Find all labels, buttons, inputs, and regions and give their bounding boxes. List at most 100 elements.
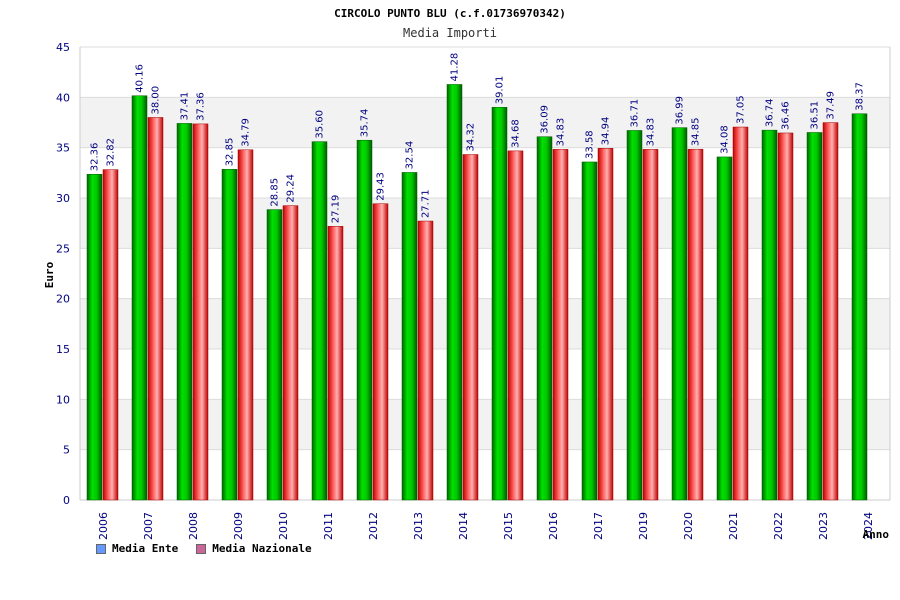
bar-media-nazionale-2019 bbox=[642, 149, 659, 501]
bar-media-nazionale-2022 bbox=[777, 132, 794, 501]
x-tick-label: 2009 bbox=[232, 512, 245, 540]
y-tick-label: 5 bbox=[63, 444, 70, 457]
bar-media-nazionale-2016 bbox=[552, 149, 569, 501]
value-label: 35.60 bbox=[315, 110, 326, 139]
value-label: 36.99 bbox=[675, 96, 686, 125]
x-tick-label: 2022 bbox=[772, 512, 785, 540]
bar-media-nazionale-2006 bbox=[102, 169, 119, 501]
legend-swatch-media-nazionale bbox=[196, 543, 207, 554]
value-label: 34.68 bbox=[511, 119, 522, 148]
bar-media-nazionale-2017 bbox=[597, 148, 614, 501]
x-tick-label: 2014 bbox=[457, 512, 470, 540]
value-label: 32.54 bbox=[405, 141, 416, 170]
bar-media-ente-2007 bbox=[131, 95, 148, 501]
value-label: 37.36 bbox=[196, 92, 207, 121]
value-label: 35.74 bbox=[360, 109, 371, 138]
value-label: 34.79 bbox=[241, 118, 252, 147]
bar-media-ente-2019 bbox=[626, 130, 643, 501]
bar-media-ente-2014 bbox=[446, 84, 463, 501]
value-label: 27.19 bbox=[331, 195, 342, 224]
y-tick-label: 30 bbox=[56, 192, 70, 205]
bar-media-ente-2015 bbox=[491, 107, 508, 501]
legend-swatch-media-ente bbox=[96, 543, 106, 554]
y-tick-label: 15 bbox=[56, 343, 70, 356]
value-label: 40.16 bbox=[135, 64, 146, 93]
value-label: 37.41 bbox=[180, 92, 191, 121]
x-tick-label: 2023 bbox=[817, 512, 830, 540]
y-tick-label: 25 bbox=[56, 242, 70, 255]
bar-media-nazionale-2020 bbox=[687, 148, 704, 501]
y-tick-label: 10 bbox=[56, 393, 70, 406]
value-label: 29.43 bbox=[376, 172, 387, 201]
y-tick-label: 35 bbox=[56, 142, 70, 155]
x-tick-label: 2007 bbox=[142, 512, 155, 540]
x-tick-label: 2019 bbox=[637, 512, 650, 540]
value-label: 32.82 bbox=[106, 138, 117, 167]
value-label: 36.74 bbox=[765, 99, 776, 128]
bar-media-ente-2010 bbox=[266, 209, 283, 501]
value-label: 32.85 bbox=[225, 138, 236, 167]
x-tick-label: 2010 bbox=[277, 512, 290, 540]
bar-media-nazionale-2023 bbox=[822, 122, 839, 501]
bar-media-ente-2020 bbox=[671, 127, 688, 501]
bar-media-ente-2017 bbox=[581, 161, 598, 501]
value-label: 34.08 bbox=[720, 125, 731, 154]
bar-media-nazionale-2013 bbox=[417, 220, 434, 501]
bar-media-ente-2011 bbox=[311, 141, 328, 501]
value-labels: 32.36 32.82 40.16 38.00 37.41 37.36 32.85 34.79… bbox=[90, 53, 866, 223]
bar-media-nazionale-2007 bbox=[147, 117, 164, 501]
value-label: 41.28 bbox=[450, 53, 461, 82]
bar-media-ente-2012 bbox=[356, 139, 373, 501]
x-tick-label: 2020 bbox=[682, 512, 695, 540]
grid-band bbox=[80, 399, 890, 450]
bar-media-ente-2009 bbox=[221, 169, 238, 501]
bar-media-nazionale-2010 bbox=[282, 205, 299, 501]
bar-media-nazionale-2011 bbox=[327, 226, 344, 501]
value-label: 34.94 bbox=[601, 117, 612, 146]
value-label: 33.58 bbox=[585, 130, 596, 159]
value-label: 28.85 bbox=[270, 178, 281, 207]
x-tick-label: 2011 bbox=[322, 512, 335, 540]
value-label: 37.49 bbox=[826, 91, 837, 120]
y-tick-label: 0 bbox=[63, 494, 70, 507]
grid-band bbox=[80, 298, 890, 349]
value-label: 39.01 bbox=[495, 76, 506, 105]
plot-background bbox=[79, 46, 891, 501]
bar-media-nazionale-2008 bbox=[192, 123, 209, 501]
x-axis-label: Anno bbox=[863, 528, 890, 541]
x-tick-label: 2024 bbox=[862, 512, 875, 540]
value-label: 38.00 bbox=[151, 86, 162, 115]
bar-media-nazionale-2009 bbox=[237, 149, 254, 501]
x-tick-label: 2008 bbox=[187, 512, 200, 540]
value-label: 34.32 bbox=[466, 123, 477, 152]
value-label: 36.71 bbox=[630, 99, 641, 128]
legend-item-media-nazionale: Media Nazionale bbox=[196, 542, 312, 555]
x-tick-label: 2015 bbox=[502, 512, 515, 540]
x-tick-label: 2021 bbox=[727, 512, 740, 540]
x-tick-label: 2012 bbox=[367, 512, 380, 540]
legend-item-media-ente: Media Ente bbox=[96, 542, 178, 555]
bar-media-nazionale-2015 bbox=[507, 150, 524, 501]
bar-media-nazionale-2012 bbox=[372, 203, 389, 501]
chart-subtitle: Media Importi bbox=[403, 26, 497, 40]
bar-media-ente-2013 bbox=[401, 172, 418, 501]
value-label: 34.83 bbox=[646, 118, 657, 147]
grid-band bbox=[80, 198, 890, 249]
bar-media-ente-2022 bbox=[761, 129, 778, 501]
y-axis-label: Euro bbox=[43, 261, 56, 288]
x-tick-label: 2006 bbox=[97, 512, 110, 540]
value-label: 32.36 bbox=[90, 143, 101, 172]
bar-media-nazionale-2014 bbox=[462, 154, 479, 501]
bar-media-ente-2016 bbox=[536, 136, 553, 501]
bar-media-ente-2024 bbox=[851, 113, 868, 501]
bar-media-nazionale-2021 bbox=[732, 126, 749, 501]
legend-label-media-nazionale: Media Nazionale bbox=[212, 542, 312, 555]
bars bbox=[86, 84, 868, 501]
legend: Media Ente Media Nazionale bbox=[96, 542, 312, 555]
value-label: 29.24 bbox=[286, 174, 297, 203]
bar-media-ente-2006 bbox=[86, 173, 103, 501]
value-label: 37.05 bbox=[736, 95, 747, 124]
value-label: 34.83 bbox=[556, 118, 567, 147]
value-label: 38.37 bbox=[855, 82, 866, 111]
